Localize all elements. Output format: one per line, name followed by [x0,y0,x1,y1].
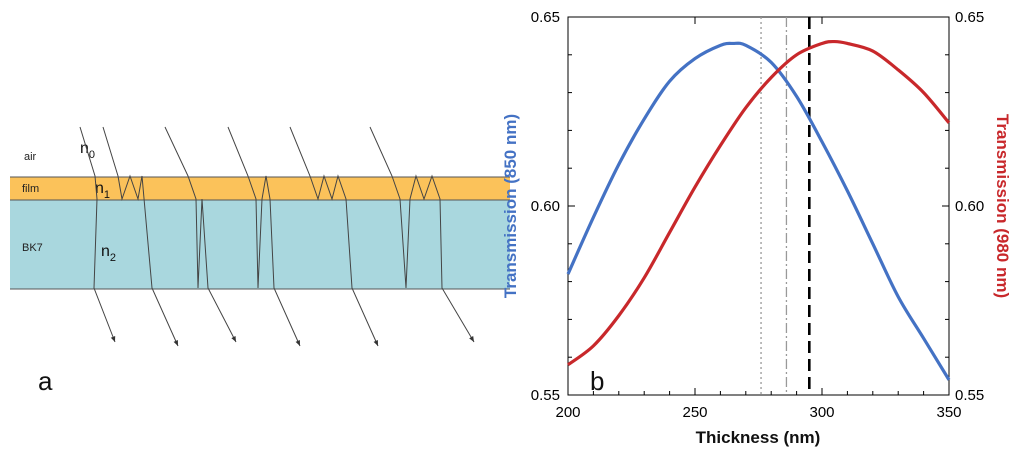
plot-frame [567,16,950,396]
light-ray [227,126,301,347]
n1-label: n1 [95,180,110,201]
ray-arrowhead [173,340,178,346]
y-right-tick-label: 0.65 [955,9,984,26]
ray-arrowhead [469,336,474,342]
ray-arrowhead [231,336,236,342]
left-axis-title: Transmission (850 nm) [501,114,520,298]
light-rays [79,126,475,347]
y-left-tick-label: 0.55 [531,387,560,404]
x-axis-title: Thickness (nm) [696,428,821,447]
series-line-left [566,41,951,381]
bk7-label: BK7 [22,242,43,254]
x-tick-label: 250 [682,404,707,421]
ray-arrowhead [110,336,116,342]
air-label: air [24,151,37,163]
layer-diagram: air film BK7 n0 n1 n2 a [10,126,510,396]
film-layer [10,177,510,200]
light-ray [369,126,475,343]
light-ray [164,126,237,343]
light-ray [79,126,116,343]
reference-lines [760,17,811,395]
panel-label-a: a [38,366,53,396]
y-left-tick-label: 0.60 [531,198,560,215]
y-right-tick-label: 0.60 [955,198,984,215]
data-curves [566,39,951,381]
series-line-right [567,39,951,367]
n2-label: n2 [101,243,116,264]
y-left-tick-label: 0.65 [531,9,560,26]
ray-arrowhead [373,340,378,346]
right-axis-title: Transmission (980 nm) [993,114,1012,298]
x-tick-label: 350 [936,404,961,421]
film-label: film [22,183,39,195]
y-right-tick-label: 0.55 [955,387,984,404]
n0-label: n0 [80,140,95,161]
light-ray [102,126,179,347]
x-tick-label: 300 [809,404,834,421]
panel-label-b: b [590,366,604,396]
ray-arrowhead [295,340,300,346]
x-tick-label: 200 [555,404,580,421]
light-ray [289,126,379,347]
